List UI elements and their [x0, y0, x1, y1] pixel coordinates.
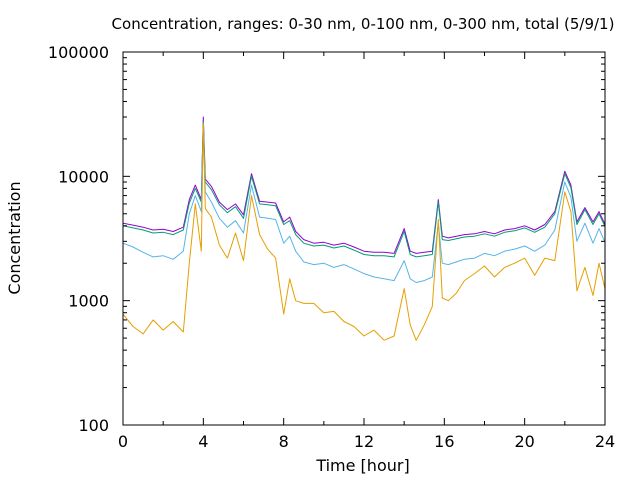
x-tick-label: 8	[279, 432, 289, 451]
chart-title: Concentration, ranges: 0-30 nm, 0-100 nm…	[112, 15, 615, 33]
x-tick-label: 20	[514, 432, 534, 451]
x-tick-label: 12	[354, 432, 374, 451]
tick-labels: 0 4 8 12 16 20 24 100 1000 10000 100000	[48, 43, 615, 451]
x-axis-title: Time [hour]	[315, 456, 409, 475]
series-line-4	[122, 122, 606, 341]
series-layer	[122, 116, 606, 341]
y-tick-label: 10000	[58, 167, 109, 186]
x-tick-label: 0	[118, 432, 128, 451]
x-tick-label: 16	[434, 432, 454, 451]
y-tick-label: 100000	[48, 43, 109, 62]
y-axis-title: Concentration	[5, 181, 24, 294]
y-tick-label: 1000	[68, 292, 109, 311]
plot-frame	[122, 51, 606, 426]
y-tick-label: 100	[78, 416, 109, 435]
x-tick-label: 4	[198, 432, 208, 451]
x-tick-label: 24	[595, 432, 615, 451]
